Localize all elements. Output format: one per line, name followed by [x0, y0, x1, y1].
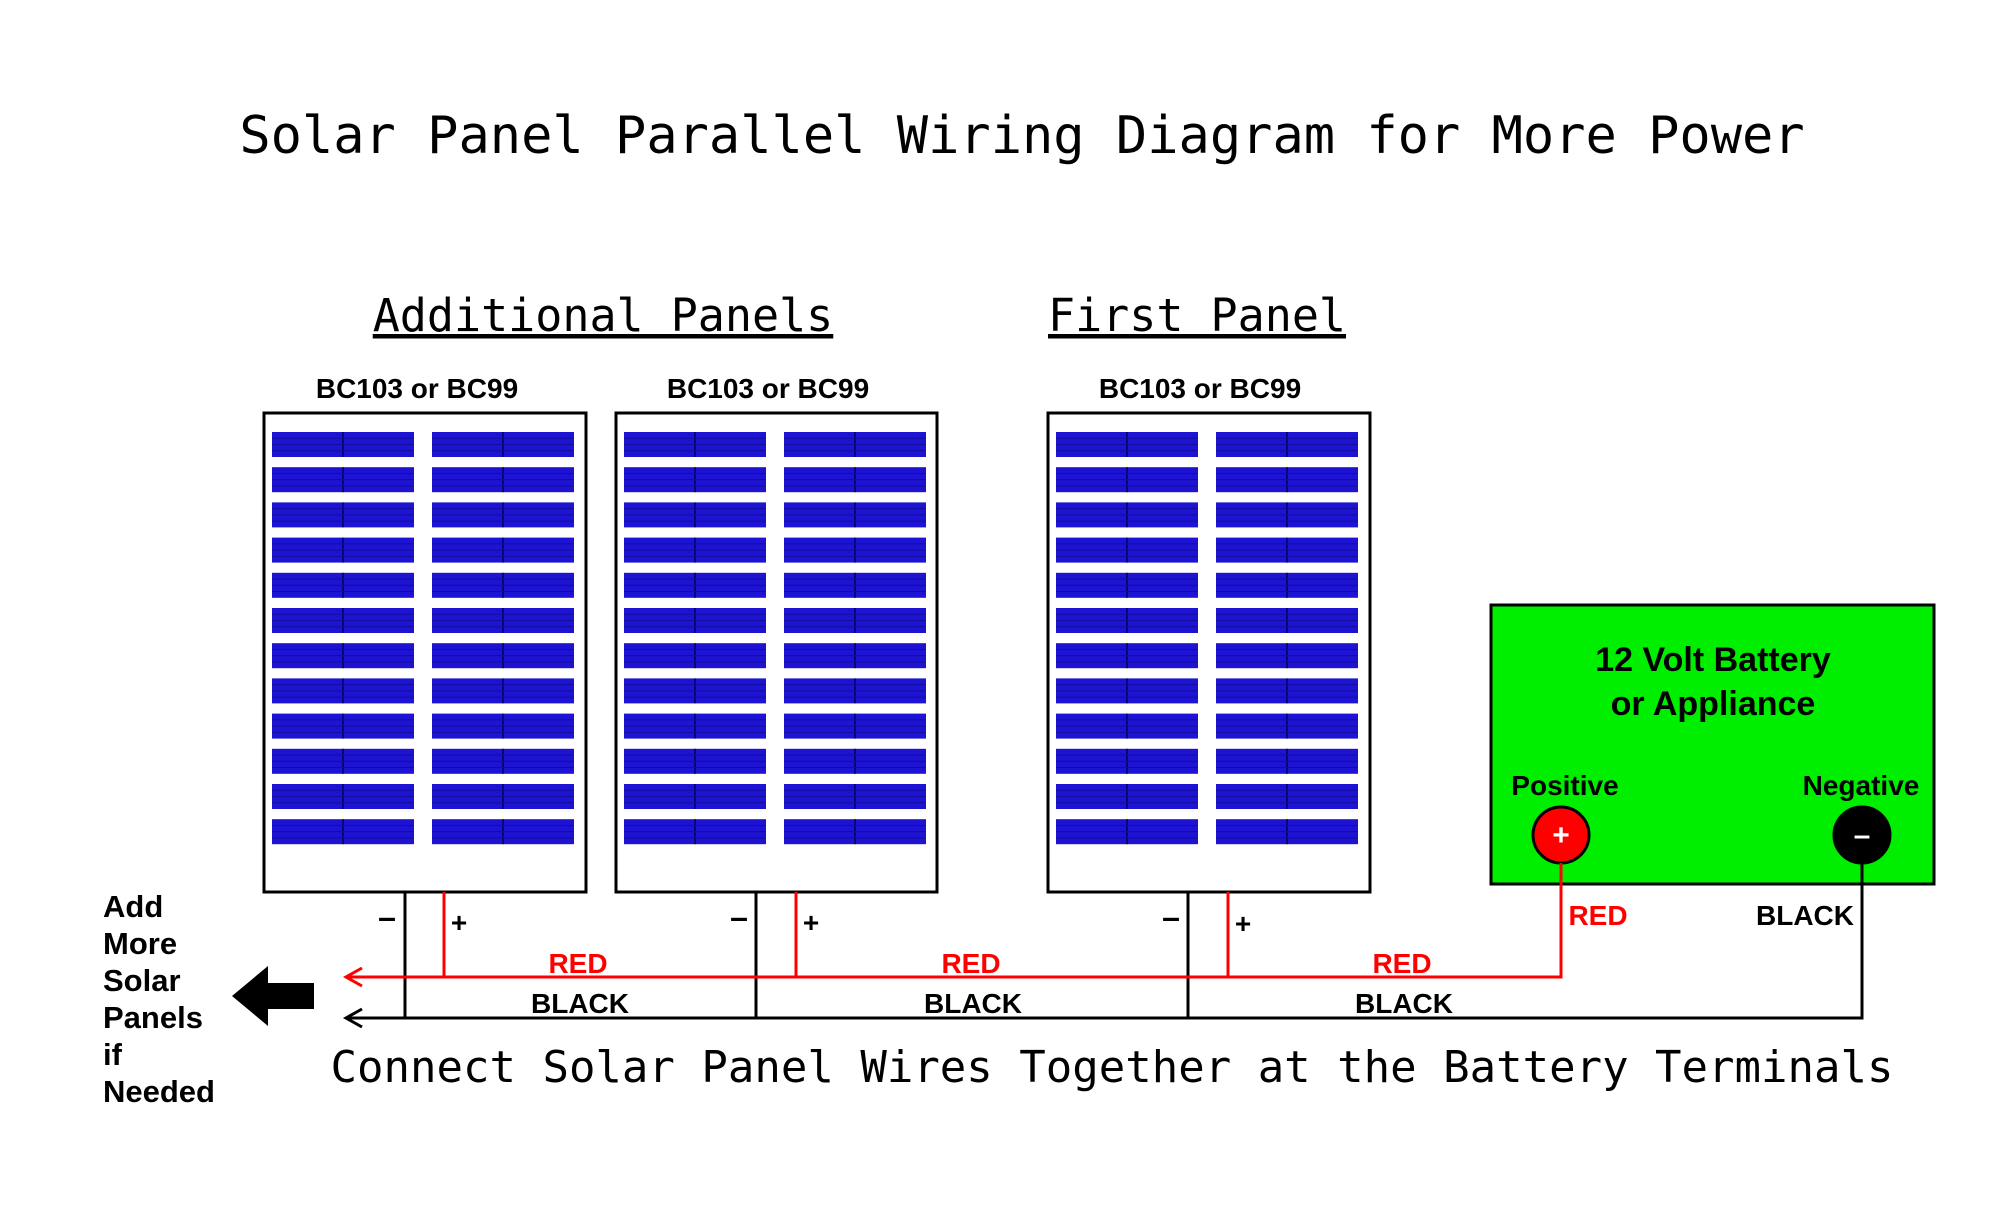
- black-wire-label: BLACK: [924, 988, 1022, 1019]
- black-wire-label: BLACK: [1355, 988, 1453, 1019]
- diagram-title: Solar Panel Parallel Wiring Diagram for …: [239, 106, 1804, 166]
- black-wire-label: BLACK: [531, 988, 629, 1019]
- positive-terminal-symbol: +: [1552, 819, 1570, 852]
- red-wire-label: RED: [941, 948, 1000, 979]
- battery-red-wire-label: RED: [1568, 900, 1627, 931]
- solar-panel-additional-2: [614, 411, 939, 894]
- positive-terminal-label: Positive: [1511, 770, 1618, 801]
- negative-terminal-label: Negative: [1803, 770, 1920, 801]
- panel-plus-symbol: +: [451, 907, 467, 938]
- panel-minus-symbol: –: [378, 899, 396, 935]
- panel-minus-symbol: –: [1162, 899, 1180, 935]
- red-wire-label: RED: [548, 948, 607, 979]
- red-bus-wire: [342, 863, 1563, 988]
- panel-leads: [403, 892, 1230, 1018]
- side-note-line: More: [103, 926, 177, 961]
- panel-minus-symbol: –: [730, 899, 748, 935]
- panel-model-label: BC103 or BC99: [316, 373, 518, 404]
- heading-additional-panels: Additional Panels: [373, 289, 834, 342]
- battery-title-line2: or Appliance: [1611, 685, 1816, 723]
- battery-box: 12 Volt Battery or Appliance Positive Ne…: [1489, 603, 1936, 886]
- solar-panel-additional-1: [262, 411, 588, 894]
- side-note-line: Add: [103, 889, 163, 924]
- footer-caption: Connect Solar Panel Wires Together at th…: [331, 1042, 1894, 1093]
- panel-model-label: BC103 or BC99: [667, 373, 869, 404]
- heading-first-panel: First Panel: [1048, 289, 1346, 342]
- side-note-line: Panels: [103, 1000, 203, 1035]
- panel-plus-symbol: +: [1235, 908, 1251, 939]
- side-note-line: Needed: [103, 1074, 215, 1109]
- left-arrow-icon: [232, 966, 314, 1026]
- solar-panel-first: [1046, 411, 1372, 894]
- side-note-line: if: [103, 1037, 123, 1072]
- battery-black-wire-label: BLACK: [1756, 900, 1854, 931]
- panel-plus-symbol: +: [803, 907, 819, 938]
- red-wire-label: RED: [1372, 948, 1431, 979]
- add-more-panels-note: Add More Solar Panels if Needed: [103, 889, 215, 1109]
- side-note-line: Solar: [103, 963, 181, 998]
- negative-terminal-symbol: –: [1854, 819, 1871, 852]
- black-bus-wire: [342, 863, 1864, 1029]
- battery-title-line1: 12 Volt Battery: [1595, 641, 1831, 679]
- panel-model-label: BC103 or BC99: [1099, 373, 1301, 404]
